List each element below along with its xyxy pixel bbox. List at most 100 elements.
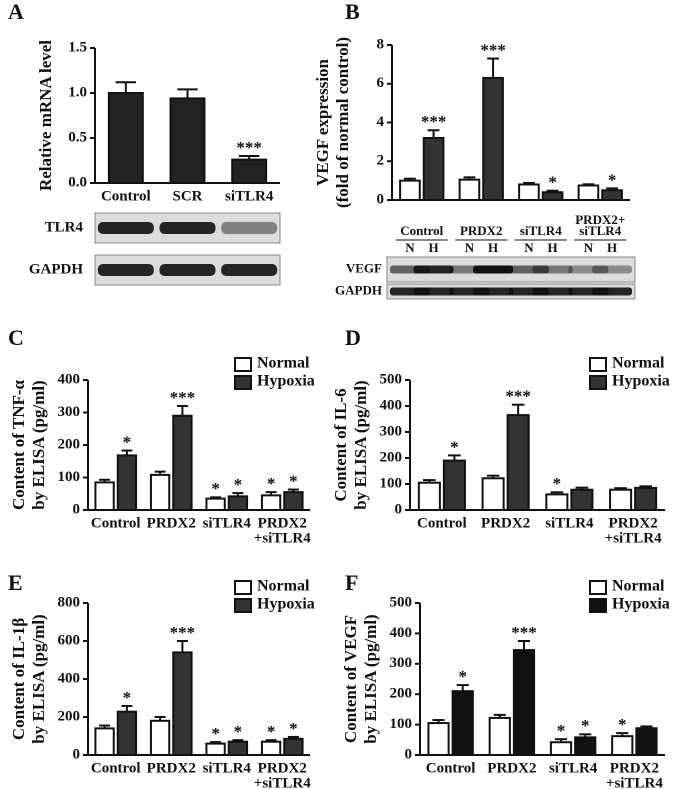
blot-band xyxy=(532,287,573,296)
blot-band xyxy=(97,222,154,234)
bar xyxy=(611,735,634,756)
bar xyxy=(107,92,144,184)
x-tick-label: +siTLR4 xyxy=(605,530,662,546)
significance-label: *** xyxy=(170,623,196,642)
significance-label: * xyxy=(123,688,132,707)
bar xyxy=(481,477,505,511)
bar xyxy=(227,495,249,512)
y-tick-label: 300 xyxy=(58,404,81,420)
y-axis-label: VEGF expression xyxy=(313,58,332,186)
significance-label: * xyxy=(123,432,132,451)
bar xyxy=(458,178,481,201)
significance-label: * xyxy=(211,479,220,498)
y-tick-label: 2 xyxy=(377,153,385,169)
bar xyxy=(506,414,530,512)
x-tick-label: +siTLR4 xyxy=(254,775,311,789)
significance-label: * xyxy=(618,715,627,734)
legend-label: Normal xyxy=(257,578,310,595)
y-tick-label: 300 xyxy=(380,423,403,439)
x-tick-label: PRDX2 xyxy=(258,760,307,776)
y-tick-label: 6 xyxy=(377,75,385,91)
y-tick-label: 0.5 xyxy=(68,129,87,145)
bar xyxy=(442,459,466,512)
legend-swatch xyxy=(234,580,252,595)
significance-label: *** xyxy=(511,623,537,642)
y-axis-label: by ELISA (pg/ml) xyxy=(29,380,48,509)
significance-label: * xyxy=(289,719,298,738)
bar xyxy=(116,710,138,756)
x-tick-label: +siTLR4 xyxy=(606,775,663,789)
bar xyxy=(94,727,115,757)
y-tick-label: 400 xyxy=(58,670,81,686)
y-tick-label: 100 xyxy=(380,475,403,491)
bar xyxy=(172,651,193,757)
bar xyxy=(482,76,504,201)
significance-label: * xyxy=(289,471,298,490)
y-axis-label: Relative mRNA level xyxy=(36,40,55,191)
x-tick-label: Control xyxy=(91,515,141,531)
significance-label: * xyxy=(267,722,276,741)
x-tick-label: PRDX2 xyxy=(610,760,659,776)
y-axis-label: Content of TNF-α xyxy=(9,379,28,510)
panel-label: E xyxy=(8,570,23,595)
bar xyxy=(518,183,540,201)
bar xyxy=(169,97,206,184)
y-tick-label: 4 xyxy=(377,114,385,130)
blot-band xyxy=(159,264,216,276)
blot-row-label: TLR4 xyxy=(45,219,84,235)
y-tick-label: 300 xyxy=(390,655,413,671)
blot-lane-label: siTLR4 xyxy=(579,223,621,238)
x-tick-label: siTLR4 xyxy=(549,760,598,776)
bar xyxy=(635,727,658,756)
y-tick-label: 0 xyxy=(395,501,403,517)
blot-band xyxy=(532,265,573,274)
legend-swatch xyxy=(589,598,607,613)
y-tick-label: 600 xyxy=(58,632,81,648)
legend-label: Hypoxia xyxy=(612,373,670,390)
legend-swatch xyxy=(589,580,607,595)
y-tick-label: 0 xyxy=(405,746,413,762)
bar xyxy=(549,741,573,756)
significance-label: * xyxy=(581,716,590,735)
panel-label: C xyxy=(8,325,24,350)
y-tick-label: 200 xyxy=(390,686,413,702)
bar xyxy=(260,740,282,757)
y-tick-label: 500 xyxy=(380,371,403,387)
bar xyxy=(422,137,445,201)
x-tick-label: Control xyxy=(417,515,467,531)
bar xyxy=(116,454,138,511)
y-axis-label: Content of IL-1β xyxy=(9,618,28,740)
x-tick-label: PRDX2 xyxy=(258,515,307,531)
bar xyxy=(574,736,597,756)
y-axis-label: (fold of normal control) xyxy=(333,37,352,208)
blot-band xyxy=(97,264,154,276)
blot-sublane-label: H xyxy=(488,240,498,255)
bar xyxy=(149,719,171,756)
blot-lane-label: siTLR4 xyxy=(520,223,562,238)
blot-sublane-label: H xyxy=(429,240,439,255)
bar xyxy=(451,690,474,756)
y-tick-label: 0.0 xyxy=(68,174,87,190)
blot-sublane-label: N xyxy=(465,240,475,255)
blot-lane-label: Control xyxy=(400,223,443,238)
bar xyxy=(609,488,633,512)
blot-band xyxy=(221,264,278,276)
significance-label: * xyxy=(234,475,243,494)
legend-swatch xyxy=(234,375,252,390)
blot-sublane-label: H xyxy=(548,240,558,255)
x-tick-label: siTLR4 xyxy=(545,515,594,531)
x-tick-label: Control xyxy=(101,188,151,204)
blot-band xyxy=(473,265,514,274)
blot-band xyxy=(159,222,216,234)
x-tick-label: +siTLR4 xyxy=(254,530,311,546)
legend-label: Hypoxia xyxy=(257,373,315,390)
significance-label: *** xyxy=(236,138,262,157)
bar xyxy=(149,473,171,511)
significance-label: *** xyxy=(421,112,447,131)
legend-label: Hypoxia xyxy=(257,596,315,613)
y-tick-label: 200 xyxy=(58,436,81,452)
bar xyxy=(231,158,268,185)
legend-label: Hypoxia xyxy=(612,596,670,613)
significance-label: * xyxy=(234,722,243,741)
